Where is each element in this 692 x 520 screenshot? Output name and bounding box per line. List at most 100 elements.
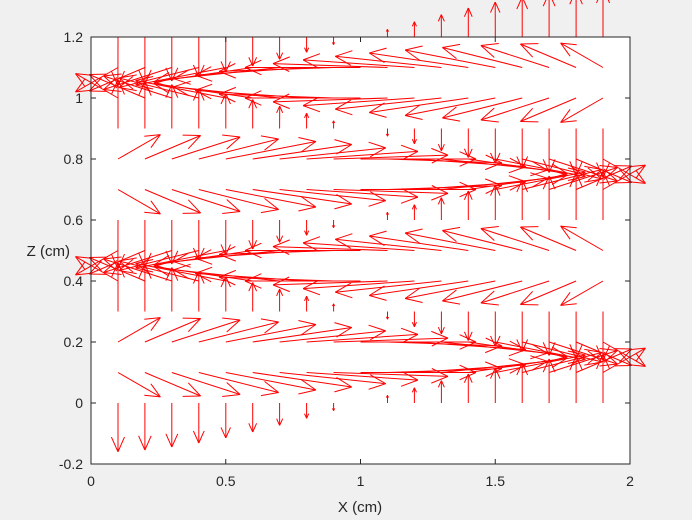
vector-arrow-head bbox=[335, 55, 352, 66]
vector-arrow bbox=[118, 77, 199, 99]
vector-arrow-head bbox=[75, 78, 86, 93]
vector-arrow-head bbox=[272, 63, 290, 72]
y-tick-label: -0.2 bbox=[59, 456, 83, 472]
vector-arrow-head bbox=[118, 260, 134, 273]
vector-arrow-head bbox=[272, 101, 290, 110]
vector-arrow-head bbox=[413, 387, 417, 393]
vector-arrow-head bbox=[298, 137, 317, 142]
vector-arrow-head bbox=[153, 254, 170, 266]
vector-arrow bbox=[219, 67, 334, 72]
vector-arrow bbox=[575, 158, 632, 183]
vector-arrow bbox=[144, 318, 201, 343]
vector-arrow-head bbox=[260, 392, 279, 397]
x-axis-label: X (cm) bbox=[338, 499, 382, 516]
vector-arrow-head bbox=[144, 264, 152, 279]
vector-arrow bbox=[602, 158, 646, 184]
vector-arrow-head bbox=[569, 344, 577, 359]
vector-arrow bbox=[560, 225, 604, 251]
vector-arrow-head bbox=[369, 285, 385, 296]
vector-arrow-head bbox=[144, 134, 161, 137]
vector-arrow-head bbox=[599, 180, 618, 184]
vector-arrow-head bbox=[400, 144, 419, 152]
vector-arrow-head bbox=[442, 47, 457, 59]
vector-arrow-head bbox=[192, 64, 200, 78]
vector-arrow-head bbox=[187, 382, 201, 397]
vector-arrow-head bbox=[411, 204, 415, 210]
vector-arrow-head bbox=[304, 413, 308, 419]
vector-arrow bbox=[198, 138, 279, 160]
vector-arrow-head bbox=[520, 107, 534, 122]
vector-arrow-head bbox=[387, 133, 389, 137]
vector-arrow bbox=[575, 341, 632, 366]
vector-arrow-head bbox=[276, 418, 281, 426]
vector-arrow-head bbox=[596, 345, 604, 361]
vector-arrow-head bbox=[335, 50, 353, 57]
vector-arrow-head bbox=[569, 0, 573, 5]
vector-arrow-head bbox=[440, 197, 445, 205]
vector-arrow-head bbox=[103, 89, 122, 92]
vector-arrow bbox=[405, 232, 496, 251]
vector-arrow-head bbox=[551, 0, 556, 7]
vector-arrow-head bbox=[599, 348, 618, 351]
vector-arrow-head bbox=[302, 105, 321, 113]
vector-arrow-head bbox=[335, 99, 352, 110]
vector-arrow-head bbox=[117, 253, 125, 270]
vector-arrow bbox=[560, 280, 604, 306]
vector-arrow-head bbox=[494, 184, 501, 196]
vector-arrow-head bbox=[494, 335, 501, 347]
vector-arrow-head bbox=[509, 364, 526, 374]
vector-arrow-head bbox=[596, 0, 599, 4]
y-tick-label: 0.8 bbox=[64, 151, 84, 167]
vector-arrow-head bbox=[218, 86, 236, 95]
vector-arrow-head bbox=[153, 266, 170, 277]
vector-arrow bbox=[118, 250, 199, 271]
vector-arrow-head bbox=[404, 232, 421, 244]
vector-arrow bbox=[89, 67, 146, 92]
vector-arrow bbox=[333, 154, 449, 160]
vector-arrow bbox=[144, 135, 201, 160]
vector-arrow bbox=[252, 372, 352, 388]
x-tick-label: 0.5 bbox=[216, 473, 236, 489]
vector-arrow-head bbox=[442, 117, 461, 122]
vector-arrow bbox=[117, 189, 161, 215]
vector-arrow-head bbox=[144, 211, 161, 215]
vector-arrow-head bbox=[431, 330, 449, 339]
vector-arrow-head bbox=[165, 67, 173, 82]
vector-arrow-head bbox=[442, 230, 457, 242]
vector-arrow-head bbox=[548, 159, 556, 173]
vector-arrow-head bbox=[220, 61, 227, 73]
vector-arrow-head bbox=[302, 279, 320, 290]
vector-arrow-head bbox=[629, 364, 646, 367]
vector-arrow-head bbox=[153, 264, 172, 271]
vector-arrow-head bbox=[480, 302, 499, 306]
vector-arrow-head bbox=[599, 165, 618, 168]
vector-arrow bbox=[602, 347, 646, 373]
vector-arrow-head bbox=[118, 76, 134, 88]
vector-arrow bbox=[252, 189, 352, 205]
vector-arrow-head bbox=[225, 61, 231, 73]
vector-arrow bbox=[306, 372, 418, 381]
vector-arrow-head bbox=[411, 387, 415, 393]
y-tick-label: 1 bbox=[75, 90, 83, 106]
vector-arrow-head bbox=[635, 164, 646, 179]
vector-arrow bbox=[219, 93, 334, 99]
vector-arrow-head bbox=[150, 134, 161, 148]
vector-arrow-head bbox=[431, 192, 449, 201]
vector-arrow-head bbox=[334, 139, 352, 145]
vector-arrow-head bbox=[560, 109, 571, 123]
vector-arrow-head bbox=[117, 436, 125, 453]
vector-arrow-head bbox=[369, 102, 385, 113]
vector-arrow-head bbox=[306, 47, 310, 53]
vector-arrow-head bbox=[548, 342, 556, 356]
vector-arrow-head bbox=[494, 367, 501, 379]
vector-arrow-head bbox=[521, 339, 529, 352]
vector-arrow-head bbox=[549, 356, 568, 362]
vector-arrow-head bbox=[404, 104, 421, 116]
vector-arrow-head bbox=[218, 276, 236, 286]
vector-arrow bbox=[117, 134, 161, 160]
vector-arrow-head bbox=[244, 90, 262, 99]
vector-arrow-head bbox=[298, 206, 317, 212]
vector-arrow-head bbox=[226, 136, 241, 150]
vector-arrow bbox=[171, 136, 241, 160]
vector-arrow bbox=[279, 330, 386, 343]
